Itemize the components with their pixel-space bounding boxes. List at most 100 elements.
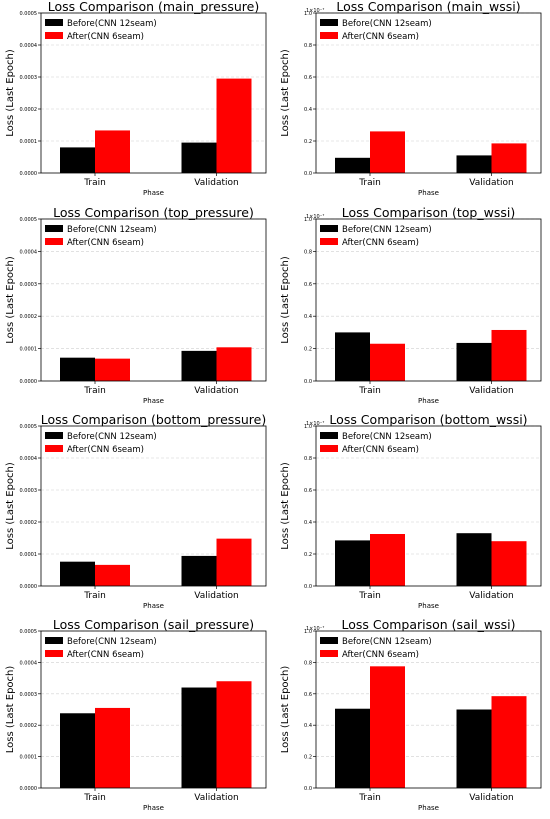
y-tick-label: 0.0004	[20, 43, 38, 49]
y-tick-label: 0.0002	[20, 314, 38, 320]
x-tick-label: Train	[358, 178, 381, 188]
legend-swatch	[45, 445, 63, 452]
legend-label: Before(CNN 12seam)	[342, 19, 432, 29]
y-tick-label: 0.4	[304, 107, 312, 113]
y-scale-label: 1×10⁻⁷	[306, 626, 324, 632]
y-tick-label: 0.0	[304, 584, 312, 590]
chart-title: Loss Comparison (bottom_pressure)	[41, 413, 266, 427]
legend-label: Before(CNN 12seam)	[342, 432, 432, 442]
bar-before-train	[335, 332, 370, 381]
bar-after-train	[370, 666, 405, 788]
legend-label: Before(CNN 12seam)	[342, 225, 432, 235]
x-tick-label: Train	[83, 591, 106, 601]
y-tick-label: 0.2	[304, 139, 312, 145]
y-tick-label: 0.2	[304, 552, 312, 558]
chart-svg: Loss Comparison (bottom_wssi) 0.0 0.2 0.4 0.…	[280, 412, 542, 610]
bar-after-validation	[491, 143, 527, 173]
y-tick-label: 0.0001	[20, 755, 38, 761]
y-tick-label: 0.0003	[20, 692, 38, 698]
chart-title: Loss Comparison (top_wssi)	[342, 206, 515, 220]
y-tick-label: 0.0002	[20, 723, 38, 729]
legend-swatch	[45, 225, 63, 232]
y-tick-label: 0.6	[304, 75, 312, 81]
y-scale-label: 1×10⁻⁷	[306, 421, 324, 427]
legend-swatch	[320, 637, 338, 644]
bar-before-validation	[456, 342, 492, 381]
plot-frame	[40, 630, 267, 789]
y-tick-label: 0.0000	[20, 171, 38, 177]
legend-label: After(CNN 6seam)	[67, 650, 144, 660]
x-tick-label: Validation	[469, 178, 513, 188]
legend-label: After(CNN 6seam)	[342, 445, 419, 455]
y-tick-label: 0.0000	[20, 379, 38, 385]
y-axis-label: Loss (Last Epoch)	[5, 666, 16, 754]
legend-swatch	[320, 225, 338, 232]
x-axis-label: Phase	[418, 189, 439, 197]
bar-before-validation	[456, 155, 492, 173]
chart-panel-1: Loss Comparison (main_wssi) 0.0 0.2 0.4 0.6 0…	[275, 0, 550, 200]
legend-swatch	[45, 432, 63, 439]
chart-svg: Loss Comparison (main_wssi) 0.0 0.2 0.4 0.6 0…	[280, 0, 542, 197]
y-tick-label: 0.0004	[20, 249, 38, 255]
bar-after-train	[370, 343, 405, 381]
chart-panel-4: Loss Comparison (bottom_pressure) 0.0000 0…	[0, 412, 275, 613]
x-tick-label: Validation	[194, 591, 238, 601]
x-tick-label: Validation	[469, 793, 513, 803]
y-tick-label: 0.6	[304, 488, 312, 494]
legend-swatch	[45, 238, 63, 245]
x-tick-label: Train	[83, 793, 106, 803]
bar-after-train	[370, 131, 405, 173]
chart-title: Loss Comparison (bottom_wssi)	[329, 413, 527, 427]
legend: Before(CNN 12seam) After(CNN 6seam)	[45, 19, 157, 42]
y-tick-label: 0.0001	[20, 552, 38, 558]
chart-title: Loss Comparison (top_pressure)	[53, 206, 254, 220]
y-axis-label: Loss (Last Epoch)	[5, 462, 16, 550]
chart-svg: Loss Comparison (sail_pressure) 0.0000 0.0…	[5, 617, 267, 812]
chart-panel-2: Loss Comparison (top_pressure) 0.0000 0.00…	[0, 205, 275, 408]
bar-before-validation	[181, 555, 217, 586]
x-tick-label: Validation	[469, 591, 513, 601]
x-tick-label: Validation	[194, 793, 238, 803]
y-axis-label: Loss (Last Epoch)	[5, 256, 16, 344]
y-scale-label: 1×10⁻⁷	[306, 214, 324, 220]
bar-before-train	[335, 540, 370, 586]
legend-swatch	[320, 432, 338, 439]
bar-before-train	[60, 713, 95, 788]
y-tick-label: 0.0003	[20, 282, 38, 288]
legend-label: After(CNN 6seam)	[67, 238, 144, 248]
x-tick-label: Train	[358, 386, 381, 396]
legend-label: Before(CNN 12seam)	[67, 432, 157, 442]
x-axis-label: Phase	[418, 804, 439, 812]
y-tick-label: 0.0	[304, 171, 312, 177]
legend: Before(CNN 12seam) After(CNN 6seam)	[320, 225, 432, 248]
y-tick-label: 0.8	[304, 660, 312, 666]
x-tick-label: Validation	[194, 386, 238, 396]
y-tick-label: 0.0003	[20, 488, 38, 494]
legend-swatch	[45, 19, 63, 26]
chart-title: Loss Comparison (sail_wssi)	[341, 618, 515, 632]
bar-before-validation	[456, 709, 492, 788]
legend-label: Before(CNN 12seam)	[67, 225, 157, 235]
legend-label: After(CNN 6seam)	[342, 650, 419, 660]
bar-before-train	[335, 708, 370, 788]
chart-panel-5: Loss Comparison (bottom_wssi) 0.0 0.2 0.4 0.…	[275, 412, 550, 613]
y-tick-label: 0.8	[304, 249, 312, 255]
y-tick-label: 0.4	[304, 723, 312, 729]
chart-svg: Loss Comparison (top_pressure) 0.0000 0.00…	[5, 205, 267, 405]
chart-panel-3: Loss Comparison (top_wssi) 0.0 0.2 0.4 0.6 0.…	[275, 205, 550, 408]
bar-after-validation	[216, 78, 252, 173]
y-scale-label: 1×10⁻⁷	[306, 8, 324, 14]
x-axis-label: Phase	[418, 602, 439, 610]
y-tick-label: 1.0	[304, 217, 312, 223]
chart-title: Loss Comparison (sail_pressure)	[53, 618, 254, 632]
bar-before-train	[335, 157, 370, 173]
x-axis-label: Phase	[143, 189, 164, 197]
y-tick-label: 0.6	[304, 282, 312, 288]
plot-frame	[315, 425, 542, 587]
bar-after-train	[95, 564, 130, 586]
x-tick-label: Validation	[469, 386, 513, 396]
x-tick-label: Validation	[194, 178, 238, 188]
y-tick-label: 0.0003	[20, 75, 38, 81]
bar-after-validation	[216, 347, 252, 381]
x-axis-label: Phase	[143, 804, 164, 812]
